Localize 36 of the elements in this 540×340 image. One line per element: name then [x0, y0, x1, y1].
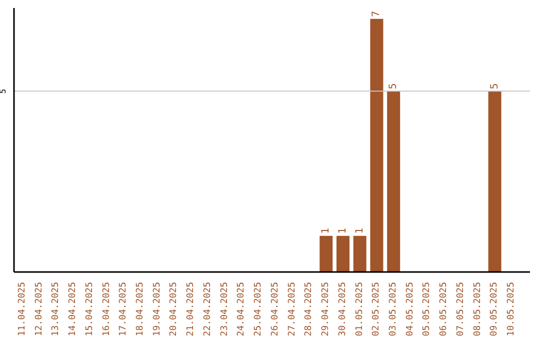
x-tick-label: 09.05.2025: [490, 282, 500, 336]
x-tick-label: 13.04.2025: [51, 282, 62, 336]
x-tick-label: 04.05.2025: [405, 282, 416, 336]
x-tick-label: 10.05.2025: [506, 282, 517, 336]
x-tick-label: 11.04.2025: [17, 282, 28, 336]
data-label: 7: [371, 10, 382, 17]
data-label: 1: [320, 228, 332, 234]
x-tick-label: 18.04.2025: [136, 282, 146, 336]
data-label: 1: [337, 228, 348, 234]
x-tick-label: 21.04.2025: [186, 282, 196, 336]
x-tick-label: 03.05.2025: [388, 282, 398, 336]
x-tick-label: 25.04.2025: [254, 282, 264, 336]
x-tick-label: 19.04.2025: [152, 282, 162, 336]
x-tick-label: 27.04.2025: [287, 282, 298, 336]
x-tick-label: 05.05.2025: [422, 282, 432, 336]
x-tick-label: 29.04.2025: [321, 282, 332, 336]
x-tick-label: 16.04.2025: [102, 282, 112, 336]
x-tick-label: 28.04.2025: [304, 282, 314, 336]
x-tick-label: 07.05.2025: [456, 282, 466, 336]
x-tick-label: 22.04.2025: [202, 282, 213, 336]
x-tick-label: 15.04.2025: [84, 282, 95, 336]
x-tick-label: 06.05.2025: [439, 282, 450, 336]
x-tick-label: 30.04.2025: [338, 282, 348, 336]
x-tick-label: 17.04.2025: [118, 282, 129, 336]
x-tick-label: 01.05.2025: [354, 282, 365, 336]
x-tick-label: 14.04.2025: [68, 282, 78, 336]
x-tick-label: 24.04.2025: [236, 282, 247, 336]
x-tick-label: 20.04.2025: [169, 282, 180, 336]
x-tick-label: 02.05.2025: [372, 282, 382, 336]
data-label: 5: [388, 83, 400, 90]
x-tick-label: 23.04.2025: [220, 282, 230, 336]
x-tick-label: 12.04.2025: [34, 282, 44, 336]
x-tick-label: 08.05.2025: [472, 282, 483, 336]
data-label: 5: [489, 83, 500, 90]
data-label: 1: [354, 228, 366, 234]
x-tick-label: 26.04.2025: [270, 282, 280, 336]
